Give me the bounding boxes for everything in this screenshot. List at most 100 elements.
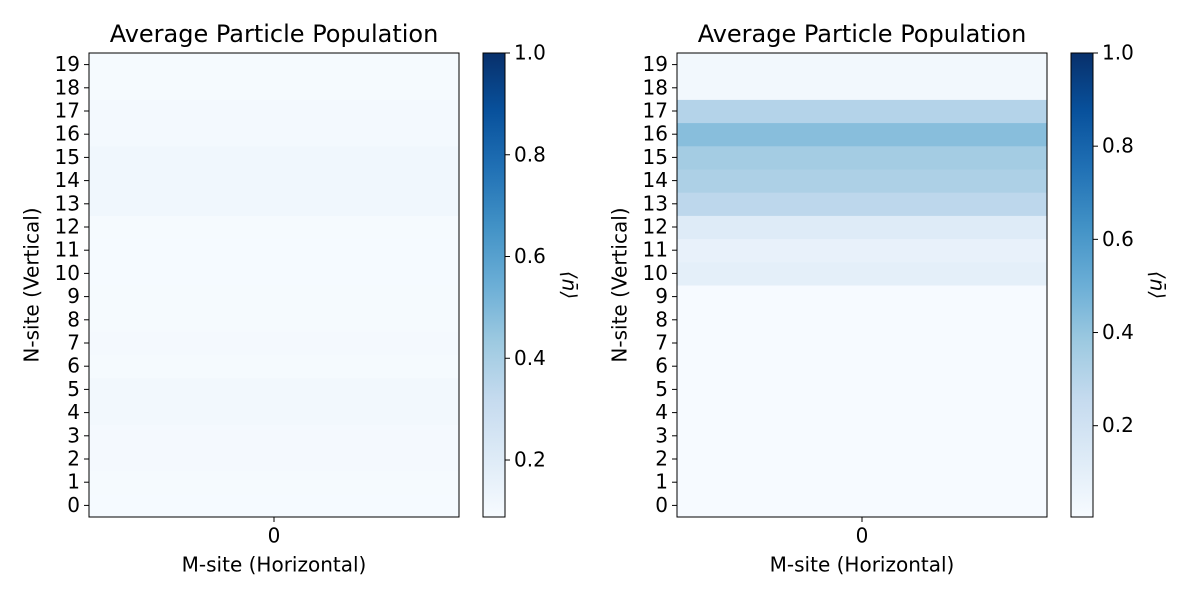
heat-cell <box>677 377 1048 402</box>
y-tick-label: 5 <box>67 377 80 401</box>
y-tick-label: 4 <box>67 400 80 424</box>
colorbar <box>482 52 506 518</box>
y-tick-label: 10 <box>643 261 668 285</box>
colorbar-label: ⟨n̄⟩ <box>558 271 582 299</box>
heat-cell <box>677 401 1048 425</box>
x-axis-label: M-site (Horizontal) <box>770 553 955 577</box>
y-tick-label: 18 <box>643 75 668 99</box>
heat-cell <box>89 122 460 147</box>
y-tick-label: 8 <box>655 307 668 331</box>
colorbar-tick-label: 0.6 <box>1102 227 1134 251</box>
x-axis-label: M-site (Horizontal) <box>182 553 367 577</box>
y-tick-label: 1 <box>655 470 668 494</box>
heat-cell <box>89 215 460 240</box>
heat-cell <box>677 145 1048 170</box>
y-tick-label: 14 <box>55 168 80 192</box>
heat-cell <box>89 99 460 124</box>
heat-cell <box>89 401 460 425</box>
heat-cell <box>89 470 460 495</box>
y-tick-label: 18 <box>55 75 80 99</box>
y-tick-label: 15 <box>55 145 80 169</box>
colorbar-tick-label: 0.4 <box>1102 320 1134 344</box>
y-tick-label: 15 <box>643 145 668 169</box>
y-tick-label: 17 <box>643 99 668 123</box>
y-tick-label: 9 <box>67 284 80 308</box>
heat-cell <box>677 285 1048 309</box>
y-tick-label: 2 <box>655 447 668 471</box>
y-tick-label: 3 <box>655 423 668 447</box>
y-tick-label: 14 <box>643 168 668 192</box>
y-tick-label: 1 <box>67 470 80 494</box>
y-tick-label: 7 <box>655 331 668 355</box>
heat-cell <box>677 192 1048 216</box>
y-tick-label: 17 <box>55 99 80 123</box>
y-axis-label: N-site (Vertical) <box>608 207 632 362</box>
colorbar-tick-label: 0.8 <box>1102 134 1134 158</box>
y-tick-label: 13 <box>55 191 80 215</box>
heat-cell <box>677 493 1048 518</box>
heat-cell <box>677 308 1048 332</box>
y-tick-label: 0 <box>67 493 80 517</box>
y-tick-label: 6 <box>67 354 80 378</box>
colorbar <box>1070 52 1094 518</box>
chart-title: Average Particle Population <box>698 20 1027 48</box>
y-tick-label: 19 <box>55 52 80 76</box>
heat-cell <box>677 354 1048 379</box>
y-tick-label: 11 <box>643 238 668 262</box>
heat-cell <box>89 192 460 216</box>
y-tick-label: 10 <box>55 261 80 285</box>
y-tick-label: 9 <box>655 284 668 308</box>
heat-cell <box>89 354 460 379</box>
heat-cell <box>89 261 460 286</box>
y-tick-label: 12 <box>55 215 80 239</box>
colorbar-tick-label: 0.2 <box>514 448 546 472</box>
y-tick-label: 6 <box>655 354 668 378</box>
heat-cell <box>677 261 1048 286</box>
heat-cell <box>677 169 1048 193</box>
heat-cell <box>89 331 460 356</box>
heat-cell <box>89 76 460 100</box>
chart-title: Average Particle Population <box>110 20 439 48</box>
y-tick-label: 2 <box>67 447 80 471</box>
y-tick-label: 11 <box>55 238 80 262</box>
heat-cell <box>89 53 460 77</box>
heat-cell <box>677 53 1048 77</box>
y-tick-label: 3 <box>67 423 80 447</box>
heat-cell <box>89 493 460 518</box>
x-tick-label: 0 <box>856 524 869 548</box>
heat-cell <box>89 285 460 309</box>
colorbar-tick-label: 1.0 <box>1102 41 1134 65</box>
colorbar-tick-label: 0.4 <box>514 346 546 370</box>
y-tick-label: 13 <box>643 191 668 215</box>
heat-cell <box>89 308 460 332</box>
heat-cell <box>677 238 1048 263</box>
y-tick-label: 7 <box>67 331 80 355</box>
y-tick-label: 16 <box>643 122 668 146</box>
y-tick-label: 8 <box>67 307 80 331</box>
y-tick-label: 19 <box>643 52 668 76</box>
heat-cell <box>89 238 460 263</box>
y-tick-label: 0 <box>655 493 668 517</box>
colorbar-tick-label: 0.6 <box>514 244 546 268</box>
y-tick-label: 12 <box>643 215 668 239</box>
heat-cell <box>89 377 460 402</box>
heat-cell <box>677 424 1048 448</box>
colorbar-tick-label: 0.8 <box>514 142 546 166</box>
heat-cell <box>89 169 460 193</box>
heat-cell <box>677 122 1048 147</box>
heat-cell <box>89 447 460 472</box>
colorbar-label: ⟨n̄⟩ <box>1146 271 1170 299</box>
colorbar-tick-label: 0.2 <box>1102 413 1134 437</box>
colorbar-tick-label: 1.0 <box>514 41 546 65</box>
y-tick-label: 16 <box>55 122 80 146</box>
x-tick-label: 0 <box>268 524 281 548</box>
y-tick-label: 5 <box>655 377 668 401</box>
y-tick-label: 4 <box>655 400 668 424</box>
heat-cell <box>677 331 1048 356</box>
y-axis-label: N-site (Vertical) <box>20 207 44 362</box>
heat-cell <box>89 424 460 448</box>
heat-cell <box>677 447 1048 472</box>
heat-cell <box>677 99 1048 124</box>
heat-cell <box>89 145 460 170</box>
